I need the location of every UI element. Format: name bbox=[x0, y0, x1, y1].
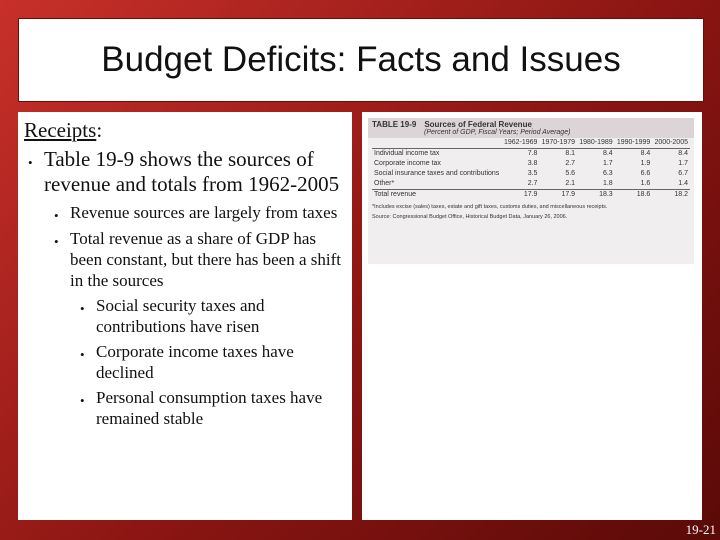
text-panel: Receipts: Table 19-9 shows the sources o… bbox=[18, 112, 352, 520]
column-header: 1980-1989 bbox=[577, 138, 615, 149]
header-row: 1962-1969 1970-1979 1980-1989 1990-1999 2000… bbox=[372, 138, 690, 149]
table-cell: 18.3 bbox=[577, 189, 615, 200]
table-cell: 18.2 bbox=[652, 189, 690, 200]
table-cell: 17.9 bbox=[539, 189, 578, 200]
table: 1962-1969 1970-1979 1980-1989 1990-1999 2000… bbox=[372, 138, 690, 200]
bullet: Table 19-9 shows the sources of revenue … bbox=[28, 147, 346, 197]
table-cell: 3.8 bbox=[527, 160, 538, 167]
table-cell: 3.5 bbox=[527, 170, 538, 177]
table-cell: 8.1 bbox=[565, 150, 576, 157]
table-cell: 7.8 bbox=[527, 150, 538, 157]
table-subtitle: (Percent of GDP, Fiscal Years; Period Av… bbox=[424, 129, 571, 136]
revenue-table: TABLE 19-9 Sources of Federal Revenue (Pe… bbox=[368, 118, 694, 264]
table-cell: 1.7 bbox=[602, 160, 613, 167]
header-cell bbox=[372, 138, 502, 149]
table-note: *Includes excise (sales) taxes, estate a… bbox=[372, 204, 608, 210]
table-cell: 2.7 bbox=[565, 160, 576, 167]
table-cell: 1.8 bbox=[602, 180, 613, 187]
table-cell: 18.6 bbox=[614, 189, 653, 200]
table-cell: 6.6 bbox=[640, 170, 651, 177]
slide-title: Budget Deficits: Facts and Issues bbox=[101, 40, 621, 79]
table-source: Source: Congressional Budget Office, His… bbox=[372, 214, 568, 220]
row-label: Individual income tax bbox=[374, 150, 440, 157]
table-number: TABLE 19-9 bbox=[372, 120, 417, 129]
table-row: Other* 2.7 2.1 1.8 1.6 1.4 bbox=[372, 179, 690, 190]
table-row: Total revenue 17.9 17.9 18.3 18.6 18.2 bbox=[372, 189, 690, 200]
table-cell: 17.9 bbox=[501, 189, 540, 200]
bullet-list: Table 19-9 shows the sources of revenue … bbox=[24, 147, 346, 429]
table-cell: 1.7 bbox=[678, 160, 688, 167]
row-label: Total revenue bbox=[372, 189, 502, 200]
sub-sub-bullet: Social security taxes and contributions … bbox=[80, 295, 346, 337]
table-header: TABLE 19-9 Sources of Federal Revenue (Pe… bbox=[368, 118, 694, 138]
column-header: 2000-2005 bbox=[652, 138, 690, 149]
table-row: Individual income tax 7.8 8.1 8.4 8.4 8.4 bbox=[372, 149, 690, 160]
column-header: 1970-1979 bbox=[539, 138, 578, 149]
table-cell: 1.6 bbox=[640, 180, 651, 187]
column-header: 1962-1969 bbox=[501, 138, 540, 149]
table-cell: 8.4 bbox=[602, 150, 613, 157]
heading-colon: : bbox=[96, 118, 103, 142]
table-cell: 1.9 bbox=[640, 160, 651, 167]
heading: Receipts bbox=[24, 118, 97, 142]
table-row: Social insurance taxes and contributions… bbox=[372, 169, 690, 179]
sub-sub-bullet: Personal consumption taxes have remained… bbox=[80, 387, 346, 429]
table-row: Corporate income tax 3.8 2.7 1.7 1.9 1.7 bbox=[372, 159, 690, 169]
sub-bullet: Revenue sources are largely from taxes bbox=[54, 202, 346, 226]
page-number: 19-21 bbox=[685, 522, 716, 537]
row-label: Corporate income tax bbox=[374, 160, 441, 167]
sub-bullet: Total revenue as a share of GDP has been… bbox=[54, 228, 346, 291]
sub-sub-bullet: Corporate income taxes have declined bbox=[80, 341, 346, 383]
row-label: Social insurance taxes and contributions bbox=[374, 170, 500, 177]
table-cell: 5.6 bbox=[565, 170, 576, 177]
table-cell: 6.3 bbox=[602, 170, 613, 177]
table-cell: 2.7 bbox=[527, 180, 538, 187]
row-label: Other* bbox=[374, 180, 395, 187]
table-cell: 2.1 bbox=[565, 180, 576, 187]
column-header: 1990-1999 bbox=[614, 138, 653, 149]
table-cell: 8.4 bbox=[678, 150, 688, 157]
table-cell: 1.4 bbox=[678, 180, 688, 187]
table-cell: 8.4 bbox=[640, 150, 651, 157]
title-box: Budget Deficits: Facts and Issues bbox=[18, 18, 704, 102]
table-panel: TABLE 19-9 Sources of Federal Revenue (Pe… bbox=[362, 112, 702, 520]
table-title: Sources of Federal Revenue bbox=[424, 120, 532, 129]
table-cell: 6.7 bbox=[678, 170, 688, 177]
